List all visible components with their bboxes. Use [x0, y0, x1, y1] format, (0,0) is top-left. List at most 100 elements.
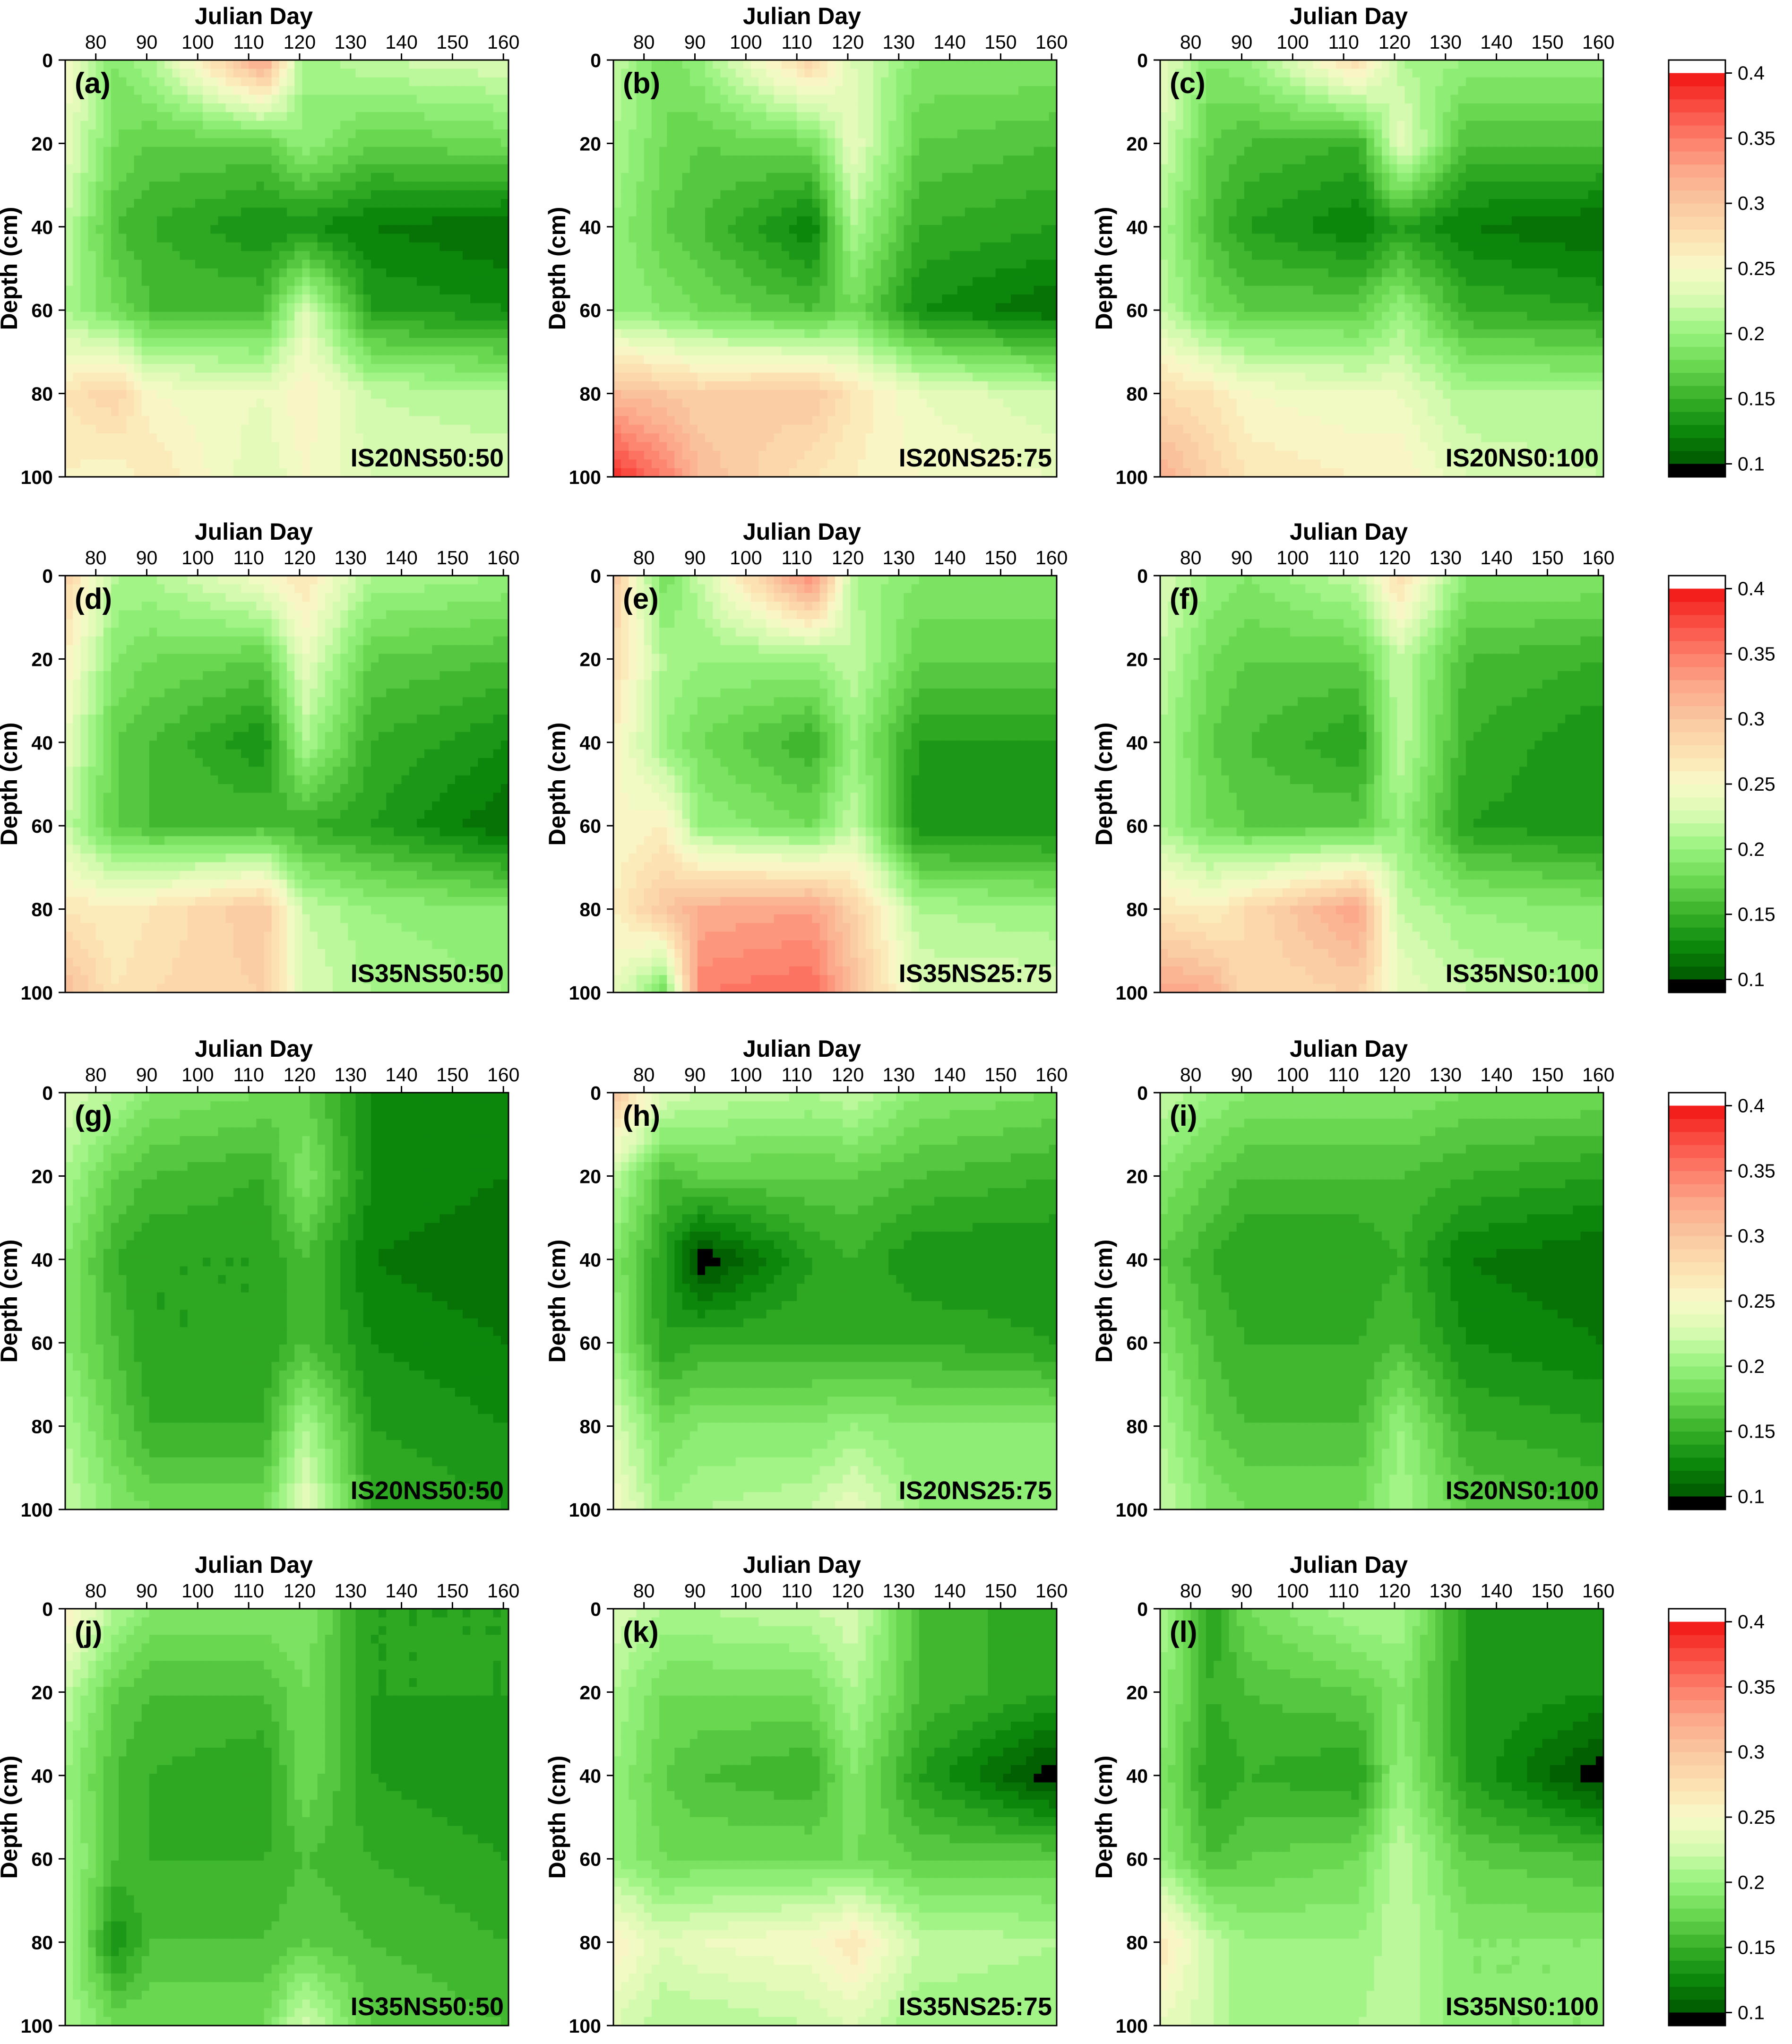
contour-cell — [164, 390, 172, 399]
contour-cell — [164, 190, 172, 199]
contour-cell — [249, 459, 257, 468]
contour-cell — [409, 78, 417, 86]
x-tick-label: 160 — [487, 31, 519, 53]
contour-cell — [279, 303, 287, 312]
contour-cell — [1011, 346, 1019, 355]
contour-cell — [1042, 86, 1050, 95]
contour-cell — [402, 216, 410, 225]
contour-cell — [356, 320, 364, 329]
contour-cell — [973, 190, 981, 199]
contour-cell — [188, 225, 196, 234]
contour-cell — [942, 242, 950, 251]
contour-cell — [690, 121, 698, 130]
contour-cell — [1018, 147, 1026, 156]
contour-cell — [272, 86, 280, 95]
contour-cell — [927, 69, 935, 78]
contour-cell — [493, 373, 501, 382]
contour-cell — [904, 312, 912, 321]
contour-cell — [256, 338, 264, 347]
contour-cell — [766, 86, 774, 95]
contour-cell — [912, 242, 920, 251]
contour-cell — [279, 251, 287, 260]
contour-cell — [485, 329, 493, 338]
contour-cell — [720, 320, 728, 329]
contour-cell — [965, 355, 973, 364]
contour-cell — [279, 103, 287, 112]
contour-cell — [850, 69, 858, 78]
contour-cell — [218, 60, 226, 69]
contour-cell — [119, 234, 127, 243]
contour-cell — [478, 60, 486, 69]
contour-cell — [751, 78, 759, 86]
contour-cell — [766, 251, 774, 260]
contour-cell — [835, 225, 843, 234]
contour-cell — [789, 103, 797, 112]
contour-cell — [493, 303, 501, 312]
contour-cell — [394, 381, 402, 390]
contour-cell — [720, 138, 728, 147]
contour-cell — [272, 60, 280, 69]
contour-cell — [287, 425, 295, 434]
contour-cell — [866, 286, 874, 295]
contour-cell — [241, 216, 249, 225]
contour-cell — [493, 294, 501, 303]
contour-cell — [142, 399, 150, 408]
contour-cell — [142, 95, 150, 104]
contour-cell — [325, 459, 333, 468]
contour-cell — [637, 190, 645, 199]
contour-cell — [470, 399, 478, 408]
contour-cell — [188, 346, 196, 355]
contour-cell — [96, 121, 104, 130]
contour-cell — [789, 286, 797, 295]
contour-cell — [1049, 60, 1057, 69]
contour-cell — [279, 468, 287, 477]
contour-cell — [501, 190, 509, 199]
contour-cell — [736, 95, 744, 104]
contour-cell — [493, 164, 501, 173]
contour-cell — [904, 103, 912, 112]
contour-cell — [356, 364, 364, 373]
contour-cell — [629, 112, 637, 121]
contour-cell — [942, 181, 950, 190]
contour-cell — [249, 355, 257, 364]
contour-cell — [690, 364, 698, 373]
contour-cell — [1011, 155, 1019, 164]
contour-cell — [455, 294, 463, 303]
contour-cell — [782, 155, 790, 164]
contour-cell — [866, 294, 874, 303]
contour-cell — [149, 138, 157, 147]
contour-field — [65, 60, 509, 477]
contour-cell — [873, 155, 881, 164]
contour-cell — [858, 338, 866, 347]
contour-cell — [919, 286, 927, 295]
contour-cell — [965, 225, 973, 234]
contour-cell — [667, 320, 675, 329]
contour-cell — [119, 459, 127, 468]
contour-cell — [850, 78, 858, 86]
contour-cell — [226, 138, 234, 147]
contour-cell — [218, 86, 226, 95]
contour-cell — [850, 329, 858, 338]
contour-cell — [233, 242, 241, 251]
contour-cell — [371, 95, 379, 104]
contour-cell — [218, 442, 226, 451]
contour-cell — [333, 225, 341, 234]
contour-cell — [226, 181, 234, 190]
contour-cell — [1034, 207, 1042, 216]
treatment-label: IS20NS50:50 — [351, 444, 504, 472]
contour-cell — [348, 216, 356, 225]
contour-cell — [873, 112, 881, 121]
contour-cell — [501, 268, 509, 277]
contour-cell — [233, 346, 241, 355]
contour-cell — [233, 425, 241, 434]
contour-cell — [294, 78, 302, 86]
contour-cell — [485, 129, 493, 138]
contour-cell — [843, 338, 851, 347]
contour-cell — [736, 199, 744, 208]
contour-cell — [613, 294, 621, 303]
contour-cell — [294, 390, 302, 399]
contour-cell — [637, 129, 645, 138]
contour-cell — [402, 433, 410, 442]
contour-cell — [164, 355, 172, 364]
contour-cell — [1011, 173, 1019, 182]
